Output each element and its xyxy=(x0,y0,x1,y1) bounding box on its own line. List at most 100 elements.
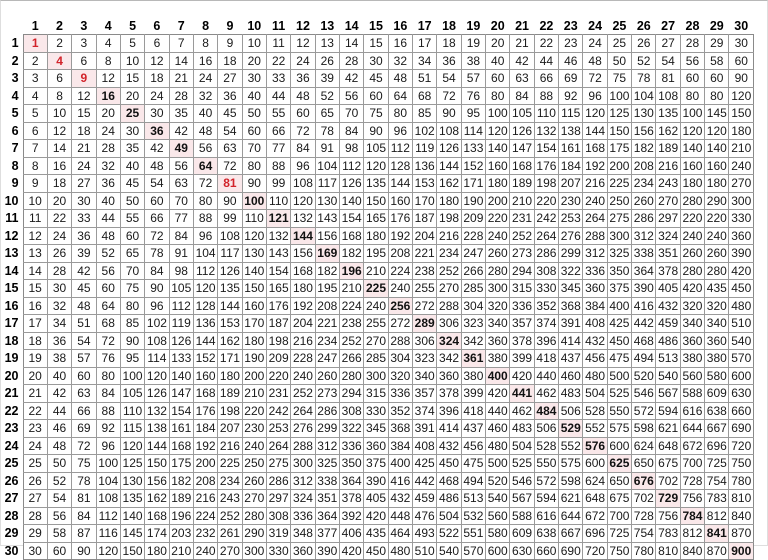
column-header-25: 25 xyxy=(612,18,627,33)
table-header: 1 2 3 4 5 6 7 8 9 10 11 12 13 14 15 16 17 18 19 20 21 22 23 24 2… xyxy=(2,11,754,35)
table-cell: 112 xyxy=(192,261,219,280)
table-cell: 6 xyxy=(22,121,48,140)
table-cell: 207 xyxy=(217,419,243,438)
table-corner-cell xyxy=(2,11,23,35)
table-cell: 156 xyxy=(144,471,170,490)
table-cell: 40 xyxy=(192,104,219,123)
table-cell: 180 xyxy=(363,226,389,245)
table-cell: 18 xyxy=(217,51,243,70)
table-cell: 380 xyxy=(485,349,511,368)
table-cell: 260 xyxy=(485,244,511,263)
table-cell: 300 xyxy=(485,279,511,298)
table-cell: 264 xyxy=(265,436,292,455)
table-cell: 414 xyxy=(558,331,584,350)
table-cell: 95 xyxy=(460,104,487,123)
table-cell: 21 xyxy=(168,69,194,88)
table-cell: 17 xyxy=(22,314,48,333)
table-cell: 616 xyxy=(533,506,560,525)
table-cell: 450 xyxy=(363,541,389,560)
table-cell: 64 xyxy=(95,296,121,315)
table-cell: 208 xyxy=(192,471,219,490)
table-cell: 66 xyxy=(144,209,170,228)
table-cell: 132 xyxy=(290,209,316,228)
table-cell: 299 xyxy=(314,419,340,438)
table-cell: 180 xyxy=(241,331,267,350)
table-cell: 216 xyxy=(290,331,316,350)
table-cell: 546 xyxy=(631,384,657,403)
table-cell: 319 xyxy=(265,524,292,543)
table-cell: 672 xyxy=(679,436,706,455)
table-cell: 462 xyxy=(533,384,560,403)
table-cell: 68 xyxy=(95,314,121,333)
table-cell: 162 xyxy=(655,121,681,140)
table-cell: 208 xyxy=(631,156,657,175)
table-cell-diagonal: 900 xyxy=(728,541,754,560)
table-cell: 272 xyxy=(412,296,438,315)
table-cell: 300 xyxy=(728,191,754,210)
table-row: 24 24 48 72 96 120 144 168 192 216 240 264 288 312 336… xyxy=(2,436,754,455)
table-cell: 60 xyxy=(95,279,121,298)
table-cell: 375 xyxy=(606,279,633,298)
table-cell: 115 xyxy=(558,104,584,123)
table-cell: 243 xyxy=(655,174,681,193)
table-cell: 189 xyxy=(168,489,194,508)
table-cell: 220 xyxy=(704,209,730,228)
table-cell: 285 xyxy=(363,349,389,368)
table-row: 22 22 44 66 88 110 132 154 176 198 220 242 264 286 308… xyxy=(2,401,754,420)
table-cell: 350 xyxy=(338,454,365,473)
table-cell: 23 xyxy=(22,419,48,438)
table-cell: 80 xyxy=(679,86,706,105)
table-cell: 50 xyxy=(606,51,633,70)
table-cell: 336 xyxy=(338,436,365,455)
table-cell: 600 xyxy=(606,436,633,455)
table-cell: 667 xyxy=(558,524,584,543)
table-cell: 126 xyxy=(436,139,462,158)
table-cell: 532 xyxy=(460,506,487,525)
column-header-2: 2 xyxy=(56,18,63,33)
table-cell: 80 xyxy=(119,296,146,315)
table-cell: 90 xyxy=(119,331,146,350)
table-cell: 63 xyxy=(168,174,194,193)
row-header-11: 11 xyxy=(5,211,19,225)
table-row: 2 2 4 6 8 10 12 14 16 18 20 22 24 26 28 30 32 34 36 38 40 42 4… xyxy=(2,51,754,70)
table-cell: 144 xyxy=(192,331,219,350)
table-cell-diagonal: 49 xyxy=(168,139,194,158)
table-cell: 2 xyxy=(22,51,48,70)
table-cell: 46 xyxy=(558,51,584,70)
table-cell: 750 xyxy=(606,541,633,560)
table-cell: 228 xyxy=(290,349,316,368)
table-cell: 30 xyxy=(144,104,170,123)
table-cell: 320 xyxy=(387,366,414,385)
row-header-17: 17 xyxy=(4,316,19,330)
table-cell: 180 xyxy=(436,191,462,210)
table-cell: 46 xyxy=(46,419,73,438)
table-cell: 609 xyxy=(704,384,730,403)
table-cell: 624 xyxy=(631,436,657,455)
table-cell: 330 xyxy=(728,209,754,228)
table-cell: 483 xyxy=(558,384,584,403)
table-cell: 30 xyxy=(22,541,48,560)
table-row: 4 4 8 12 16 20 24 28 32 36 40 44 48 52 56 60 64 68 72 76 80 8… xyxy=(2,86,754,105)
table-cell: 10 xyxy=(46,104,73,123)
table-cell-diagonal: 36 xyxy=(144,121,170,140)
table-cell: 384 xyxy=(387,436,414,455)
table-cell: 130 xyxy=(314,191,340,210)
table-cell: 3 xyxy=(71,34,97,53)
table-cell: 96 xyxy=(95,436,121,455)
table-cell: 54 xyxy=(144,174,170,193)
table-cell: 184 xyxy=(192,419,219,438)
table-cell: 275 xyxy=(606,209,633,228)
table-cell: 11 xyxy=(22,209,48,228)
table-cell: 28 xyxy=(46,261,73,280)
table-cell: 35 xyxy=(168,104,194,123)
row-header-19: 19 xyxy=(4,351,19,365)
table-cell: 63 xyxy=(509,69,535,88)
row-header-6: 6 xyxy=(11,123,19,138)
table-cell: 238 xyxy=(338,314,365,333)
table-cell: 60 xyxy=(71,366,97,385)
table-cell: 104 xyxy=(314,156,340,175)
table-cell: 150 xyxy=(119,541,146,560)
table-cell: 120 xyxy=(728,86,754,105)
table-cell: 598 xyxy=(558,471,584,490)
table-cell: 270 xyxy=(363,331,389,350)
